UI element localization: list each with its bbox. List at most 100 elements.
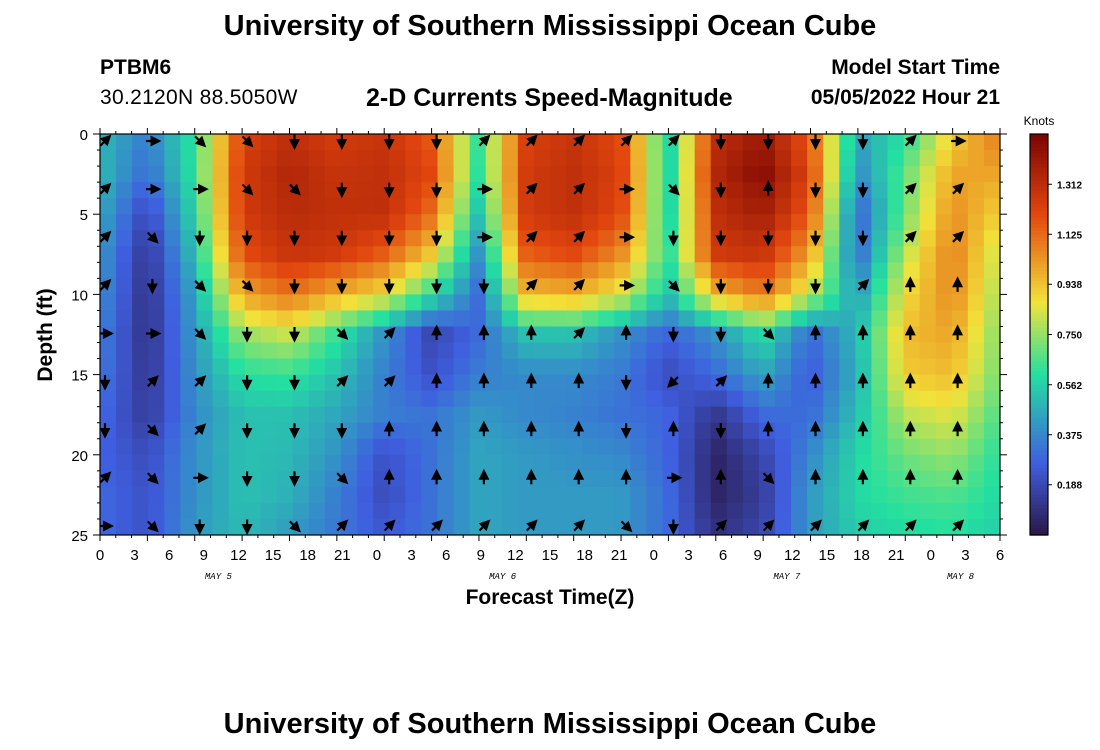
heatmap-cell [405, 310, 423, 328]
colorbar-segment [1030, 174, 1048, 179]
heatmap-cell [775, 422, 792, 440]
heatmap-cell [405, 422, 423, 440]
heatmap-cell [180, 294, 198, 312]
heatmap-cell [389, 198, 406, 215]
current-arrow [100, 471, 112, 484]
colorbar-segment [1030, 297, 1048, 302]
heatmap-cell [132, 230, 149, 247]
heatmap-cell [678, 486, 696, 504]
heatmap-cell [775, 326, 792, 344]
x-tick-label: 15 [819, 547, 836, 564]
heatmap-cell [389, 422, 406, 440]
heatmap-cell [341, 294, 358, 312]
heatmap-cell [196, 262, 214, 279]
heatmap-cell [292, 166, 310, 183]
heatmap-cell [550, 390, 567, 408]
heatmap-cell [967, 390, 985, 408]
heatmap-cell [598, 214, 615, 231]
heatmap-cell [791, 310, 808, 328]
heatmap-cell [630, 518, 648, 535]
heatmap-cell [807, 246, 824, 263]
heatmap-cell [212, 134, 230, 151]
colorbar-tick-label: 0.188 [1057, 481, 1082, 492]
heatmap-cell [726, 326, 744, 344]
heatmap-cell [550, 278, 567, 295]
current-arrow [573, 278, 586, 291]
current-arrow [194, 135, 207, 148]
heatmap-cell [228, 166, 246, 183]
heatmap-cell [180, 246, 198, 263]
colorbar-segment [1030, 508, 1048, 513]
heatmap-cell [437, 310, 455, 328]
heatmap-cell [839, 374, 856, 392]
heatmap-cell [132, 326, 149, 344]
heatmap-cell [678, 246, 696, 263]
heatmap-cell [276, 214, 294, 231]
colorbar-tick-label: 1.125 [1057, 230, 1082, 241]
heatmap-cell [935, 518, 953, 535]
colorbar-segment [1030, 361, 1048, 366]
heatmap-cell [100, 406, 117, 424]
heatmap-cell [164, 438, 181, 456]
heatmap-cell [903, 502, 921, 520]
heatmap-cell [389, 502, 406, 520]
heatmap-cell [678, 182, 696, 199]
heatmap-cell [823, 294, 840, 312]
heatmap-cell [260, 406, 278, 424]
heatmap-cell [775, 454, 792, 472]
heatmap-cell [276, 486, 294, 504]
heatmap-cell [919, 406, 937, 424]
heatmap-cell [839, 470, 856, 488]
heatmap-cell [887, 214, 905, 231]
heatmap-cell [517, 278, 535, 295]
heatmap-cell [630, 406, 648, 424]
heatmap-cell [389, 134, 406, 151]
colorbar-segment [1030, 284, 1048, 289]
heatmap-cell [357, 406, 374, 424]
heatmap-cell [405, 278, 423, 295]
heatmap-cell [807, 358, 824, 376]
heatmap-cell [807, 198, 824, 215]
heatmap-cell [630, 502, 648, 520]
heatmap-cell [646, 246, 664, 263]
colorbar-segment [1030, 157, 1048, 162]
heatmap-cell [550, 342, 567, 360]
heatmap-cell [389, 230, 406, 247]
heatmap-cell [775, 390, 792, 408]
heatmap-cell [453, 182, 471, 199]
heatmap-cell [308, 214, 326, 231]
heatmap-cell [116, 134, 133, 151]
heatmap-cell [148, 294, 165, 312]
current-arrow [952, 230, 965, 243]
heatmap-cell [550, 406, 567, 424]
heatmap-cell [550, 150, 567, 167]
current-arrow [715, 519, 728, 532]
date-label: MAY 7 [773, 572, 801, 582]
heatmap-cell [308, 374, 326, 392]
colorbar-segment [1030, 391, 1048, 396]
heatmap-cell [582, 230, 599, 247]
heatmap-cell [212, 278, 230, 295]
heatmap-cell [983, 134, 1000, 151]
heatmap-cell [935, 150, 953, 167]
heatmap-cell [951, 438, 969, 456]
heatmap-cell [807, 390, 824, 408]
heatmap-cell [501, 214, 519, 231]
heatmap-cell [646, 502, 664, 520]
heatmap-cell [116, 326, 133, 344]
heatmap-cell [839, 454, 856, 472]
colorbar-segment [1030, 257, 1048, 262]
heatmap-cell [710, 166, 728, 183]
heatmap-cell [357, 454, 374, 472]
colorbar-segment [1030, 441, 1048, 446]
heatmap-cell [935, 278, 953, 295]
colorbar-tick-label: 0.750 [1057, 331, 1082, 342]
heatmap-cell [646, 310, 664, 328]
heatmap-cell [212, 454, 230, 472]
heatmap-cell [614, 438, 631, 456]
colorbar-segment [1030, 518, 1048, 523]
heatmap-cell [437, 326, 455, 344]
heatmap-cell [260, 166, 278, 183]
heatmap-cell [791, 134, 808, 151]
current-arrow [336, 472, 349, 485]
